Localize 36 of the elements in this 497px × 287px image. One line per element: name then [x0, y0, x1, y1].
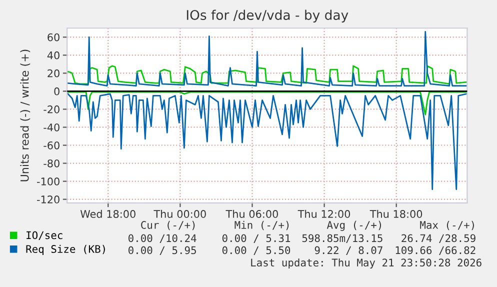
x-tick-label: Wed 18:00 — [80, 210, 136, 218]
text: 0.00 / 5.95 — [128, 246, 196, 255]
line-series — [67, 31, 468, 86]
text: Cur (-/+) — [141, 220, 195, 230]
text: Avg (-/+) — [326, 220, 382, 231]
text: 9.22 / 8.07 — [314, 246, 382, 255]
text: 598.85m/13.15 — [302, 234, 382, 243]
y-tick-label: -40 — [44, 123, 60, 132]
text: 0.00 /10.24 — [128, 234, 196, 243]
text: 0.00 / 5.50 — [222, 246, 290, 255]
text: 0.00 / 5.31 — [222, 234, 290, 243]
line-series — [67, 65, 468, 85]
y-axis-title: Units read (-) / write (+) — [20, 50, 30, 182]
line-series — [67, 91, 468, 116]
chart-title: IOs for /dev/vda - by day — [186, 10, 348, 23]
text: Max (-/+) — [420, 220, 474, 230]
y-tick-label: 40 — [47, 51, 60, 60]
line-series — [67, 92, 468, 190]
y-tick-label: -20 — [44, 105, 60, 114]
y-tick-label: 0 — [54, 87, 60, 96]
legend-label: Req Size (KB) — [26, 244, 105, 255]
y-tick-label: -120 — [37, 196, 60, 204]
y-tick-label: -80 — [44, 159, 60, 168]
x-tick-label: Thu 12:00 — [298, 210, 350, 218]
legend-label: IO/sec — [26, 231, 62, 240]
text: Min (-/+) — [234, 220, 289, 230]
text: 26.74 /28.59 — [402, 234, 476, 243]
x-tick-label: Thu 00:00 — [154, 210, 206, 218]
y-tick-label: -60 — [44, 141, 60, 150]
y-tick-label: -100 — [37, 178, 60, 186]
x-tick-label: Thu 06:00 — [226, 210, 278, 218]
x-tick-label: Thu 18:00 — [370, 210, 422, 218]
text: Last update: Thu May 21 23:50:28 2026 — [251, 258, 482, 269]
y-tick-label: 20 — [48, 69, 60, 78]
y-tick-label: 60 — [48, 33, 60, 42]
text: 109.66 /66.82 — [396, 246, 476, 255]
